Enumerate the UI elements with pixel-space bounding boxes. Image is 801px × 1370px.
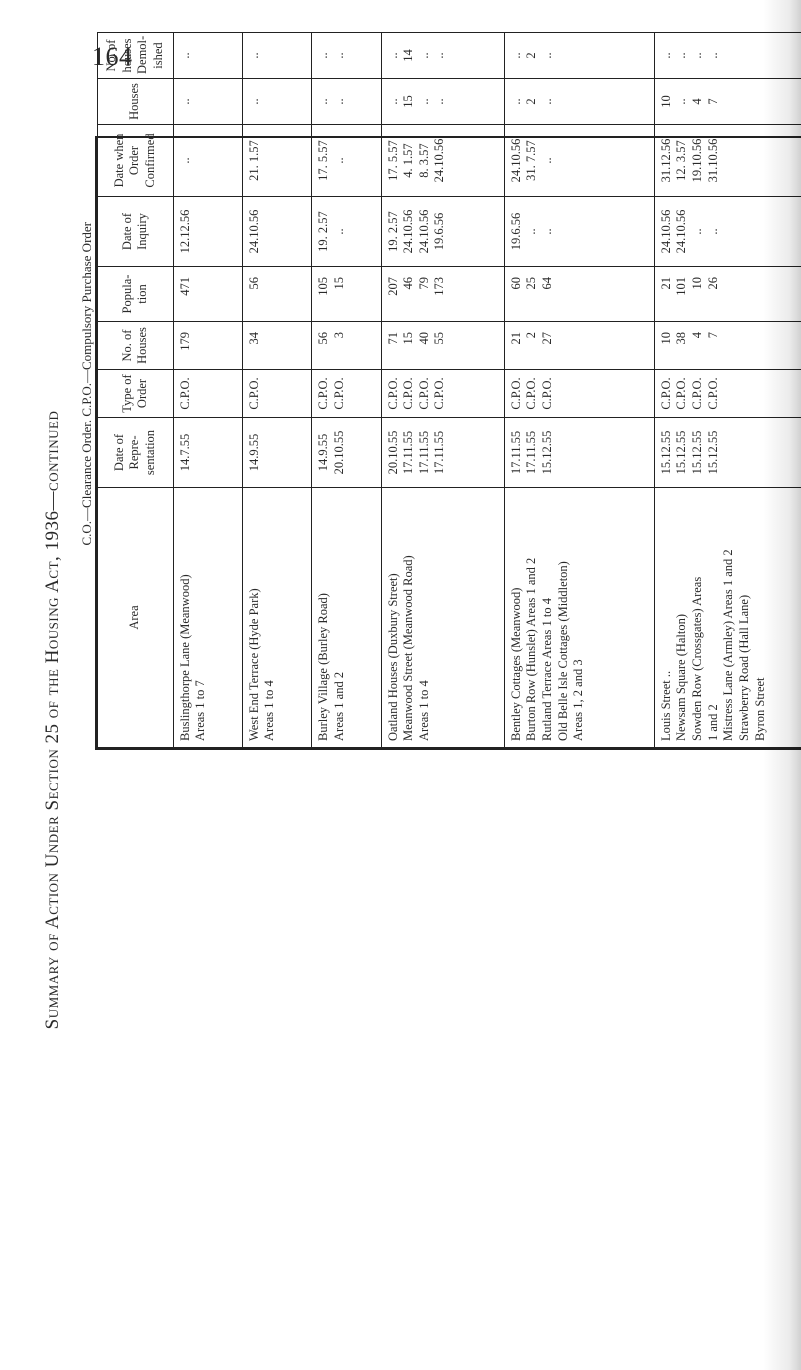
cell-houses: .. [242,79,311,125]
cell-type: C.P.O. [242,370,311,418]
table-row: Louis Street .. Newsam Square (Halton) S… [654,33,801,748]
cell-no_houses: 21 2 27 [504,322,654,370]
cell-pop: 60 25 64 [504,267,654,322]
cell-pop: 56 [242,267,311,322]
col-no-houses: No. of Houses [98,322,174,370]
cell-no_houses: 179 [173,322,242,370]
col-date-rep: Date of Repre-sentation [98,418,174,488]
col-date-conf: Date when Order Confirmed [98,125,174,197]
cell-pop: 471 [173,267,242,322]
cell-demol: .. .. .. .. [654,33,801,79]
col-demol: No. of houses Demol-ished [98,33,174,79]
cell-type: C.P.O. [173,370,242,418]
cell-date_rep: 20.10.55 17.11.55 17.11.55 17.11.55 [381,418,504,488]
summary-table: Area Date of Repre-sentation Type of Ord… [97,32,801,748]
cell-date_rep: 17.11.55 17.11.55 15.12.55 [504,418,654,488]
cell-date_rep: 14.9.55 [242,418,311,488]
table-header-row: Area Date of Repre-sentation Type of Ord… [98,33,174,748]
cell-date_rep: 14.7.55 [173,418,242,488]
col-type: Type of Order [98,370,174,418]
cell-houses: 10 .. 4 7 [654,79,801,125]
cell-type: C.P.O. C.P.O. C.P.O. C.P.O. [381,370,504,418]
cell-houses: .. 2 .. [504,79,654,125]
cell-area: Oatland Houses (Duxbury Street) Meanwood… [381,488,504,748]
cell-demol: .. [173,33,242,79]
col-area: Area [98,488,174,748]
cell-area: Burley Village (Burley Road) Areas 1 and… [312,488,381,748]
cell-date_conf: .. [173,125,242,197]
cell-date_conf: 17. 5.57 4. 1.57 8. 3.57 24.10.56 [381,125,504,197]
col-population: Popula-tion [98,267,174,322]
cell-date_rep: 15.12.55 15.12.55 15.12.55 15.12.55 [654,418,801,488]
footer-legend: C.O.—Clearance Order. C.P.O.—Compulsory … [79,214,95,1342]
cell-date_inq: 24.10.56 24.10.56 .. .. [654,197,801,267]
cell-date_inq: 24.10.56 [242,197,311,267]
cell-pop: 207 46 79 173 [381,267,504,322]
table-row: Oatland Houses (Duxbury Street) Meanwood… [381,33,504,748]
cell-no_houses: 56 3 [312,322,381,370]
table-row: Bentley Cottages (Meanwood) Burton Row (… [504,33,654,748]
col-date-inq: Date of Inquiry [98,197,174,267]
cell-date_inq: 12.12.56 [173,197,242,267]
table-row: Buslingthorpe Lane (Meanwood) Areas 1 to… [173,33,242,748]
table-body: Buslingthorpe Lane (Meanwood) Areas 1 to… [173,33,801,748]
cell-houses: .. .. [312,79,381,125]
cell-no_houses: 10 38 4 7 [654,322,801,370]
cell-houses: .. [173,79,242,125]
cell-area: Louis Street .. Newsam Square (Halton) S… [654,488,801,748]
table-row: West End Terrace (Hyde Park) Areas 1 to … [242,33,311,748]
cell-date_conf: 21. 1.57 [242,125,311,197]
cell-date_conf: 31.12.56 12. 3.57 19.10.56 31.10.56 [654,125,801,197]
cell-type: C.P.O. C.P.O. C.P.O. [504,370,654,418]
cell-no_houses: 34 [242,322,311,370]
cell-date_conf: 17. 5.57 .. [312,125,381,197]
cell-date_inq: 19.6.56 .. .. [504,197,654,267]
cell-area: Buslingthorpe Lane (Meanwood) Areas 1 to… [173,488,242,748]
cell-date_inq: 19. 2.57 24.10.56 24.10.56 19.6.56 [381,197,504,267]
summary-table-container: Area Date of Repre-sentation Type of Ord… [95,136,801,750]
table-row: Burley Village (Burley Road) Areas 1 and… [312,33,381,748]
cell-area: West End Terrace (Hyde Park) Areas 1 to … [242,488,311,748]
cell-houses: .. 15 .. .. [381,79,504,125]
cell-date_conf: 24.10.56 31. 7.57 .. [504,125,654,197]
cell-demol: .. .. [312,33,381,79]
cell-demol: .. [242,33,311,79]
cell-type: C.P.O. C.P.O. C.P.O. C.P.O. [654,370,801,418]
cell-pop: 21 101 10 26 [654,267,801,322]
cell-demol: .. 14 .. .. [381,33,504,79]
cell-date_inq: 19. 2.57 .. [312,197,381,267]
cell-area: Bentley Cottages (Meanwood) Burton Row (… [504,488,654,748]
cell-no_houses: 71 15 40 55 [381,322,504,370]
cell-demol: .. 2 .. [504,33,654,79]
table-title: Summary of Action Under Section 25 of th… [42,160,72,1280]
col-houses: Houses [98,79,174,125]
cell-type: C.P.O. C.P.O. [312,370,381,418]
cell-date_rep: 14.9.55 20.10.55 [312,418,381,488]
cell-pop: 105 15 [312,267,381,322]
